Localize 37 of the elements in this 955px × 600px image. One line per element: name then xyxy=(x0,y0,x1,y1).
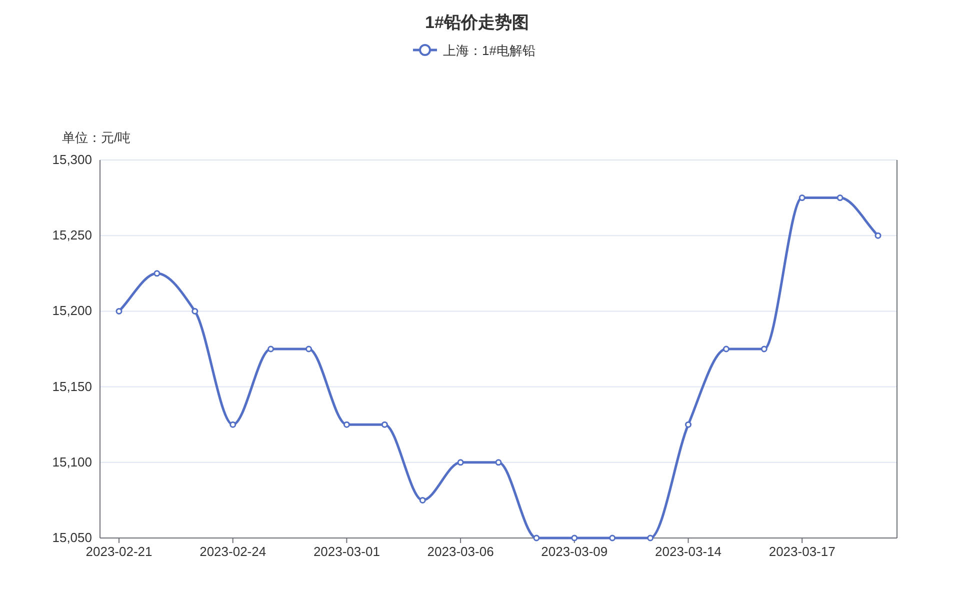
y-axis-title: 单位：元/吨 xyxy=(62,130,131,145)
point xyxy=(192,308,198,314)
x-tick-label: 2023-02-21 xyxy=(86,544,152,559)
point xyxy=(571,534,578,542)
point xyxy=(685,421,692,428)
point xyxy=(836,194,844,202)
x-tick-label: 2023-02-24 xyxy=(200,544,266,559)
x-tick-label: 2023-03-14 xyxy=(655,544,722,559)
legend-label: 上海：1#电解铅 xyxy=(443,43,536,58)
point xyxy=(306,346,312,352)
point xyxy=(760,346,768,352)
point xyxy=(343,421,350,428)
point xyxy=(647,534,654,542)
y-tick-label: 15,300 xyxy=(52,152,92,167)
point xyxy=(798,194,806,202)
point xyxy=(495,459,502,466)
x-tick-label: 2023-03-06 xyxy=(427,544,494,559)
point xyxy=(722,346,730,352)
point xyxy=(154,270,160,277)
point xyxy=(381,421,388,428)
chart-title: 1#铅价走势图 xyxy=(425,13,529,32)
point xyxy=(874,232,882,239)
y-tick-label: 15,250 xyxy=(52,228,92,243)
point xyxy=(268,346,274,352)
y-tick-label: 15,050 xyxy=(52,530,92,545)
x-tick-label: 2023-03-01 xyxy=(313,544,380,559)
x-tick-label: 2023-03-17 xyxy=(768,544,836,559)
point xyxy=(419,496,426,504)
point xyxy=(230,421,236,428)
x-tick-label: 2023-03-09 xyxy=(541,544,608,559)
point xyxy=(457,459,464,466)
point xyxy=(116,308,122,314)
y-tick-label: 15,200 xyxy=(52,303,92,318)
point xyxy=(533,534,540,542)
point xyxy=(609,534,616,542)
y-tick-label: 15,150 xyxy=(52,378,92,394)
y-tick-label: 15,100 xyxy=(52,454,92,470)
